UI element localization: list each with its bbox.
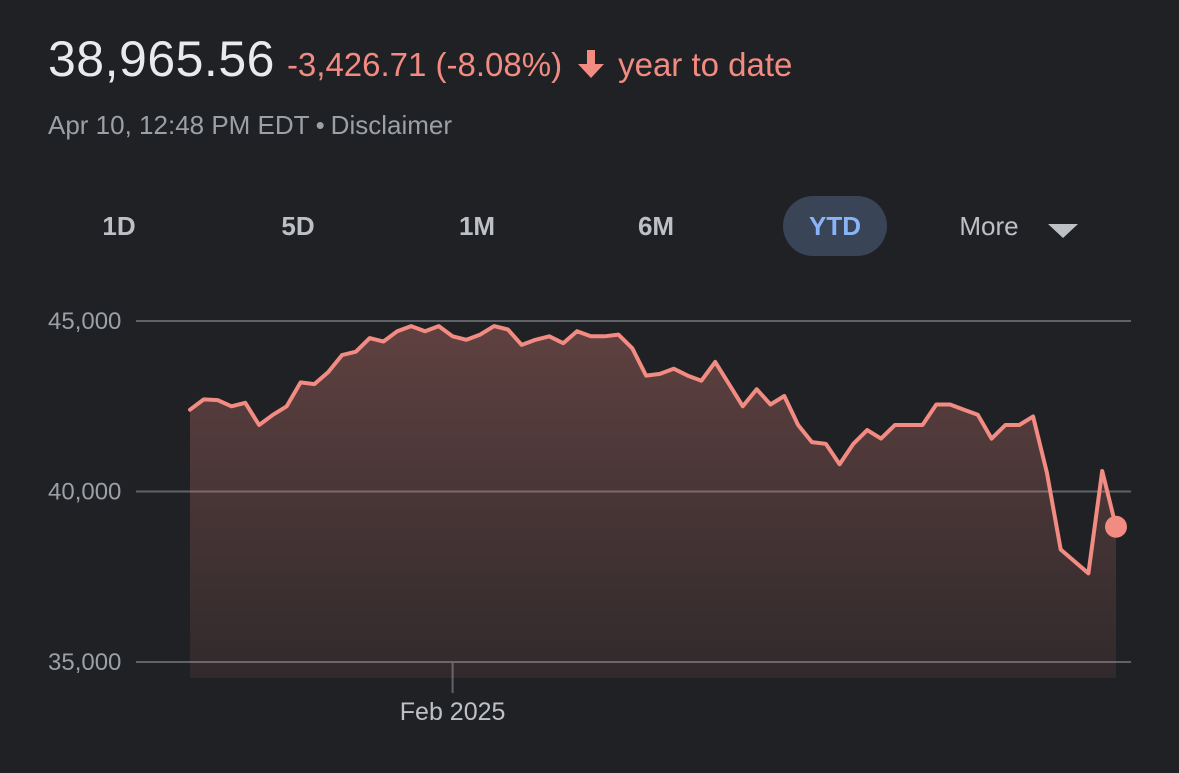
price-change: -3,426.71 (-8.08%) <box>286 46 563 83</box>
timestamp: Apr 10, 12:48 PM EDT <box>48 110 310 140</box>
price-meta: Apr 10, 12:48 PM EDT • Disclaimer <box>48 110 452 141</box>
arrow-down-icon <box>578 50 605 78</box>
series-line <box>188 324 1118 576</box>
tab-ytd[interactable]: YTD <box>783 196 887 256</box>
series-area <box>190 326 1116 678</box>
change-period: year to date <box>618 46 793 83</box>
chevron-down-icon[interactable] <box>1048 224 1078 238</box>
tab-1d[interactable]: 1D <box>102 211 136 241</box>
tab-more[interactable]: More <box>959 211 1019 241</box>
disclaimer-link[interactable]: Disclaimer <box>330 110 453 140</box>
y-tick-label: 35,000 <box>48 649 121 676</box>
y-tick-label: 45,000 <box>48 308 121 335</box>
separator: • <box>315 110 325 140</box>
x-tick-label: Feb 2025 <box>400 698 506 726</box>
y-tick-label: 40,000 <box>48 479 121 506</box>
current-price: 38,965.56 <box>48 31 275 87</box>
range-tabs: 1D 5D 1M 6M YTD More <box>0 196 1179 258</box>
tab-5d[interactable]: 5D <box>281 211 315 241</box>
tab-6m[interactable]: 6M <box>637 211 675 241</box>
last-point-marker <box>1105 515 1127 538</box>
price-summary: 38,965.56 -3,426.71 (-8.08%) year to dat… <box>48 30 792 88</box>
tab-1m[interactable]: 1M <box>458 211 496 241</box>
